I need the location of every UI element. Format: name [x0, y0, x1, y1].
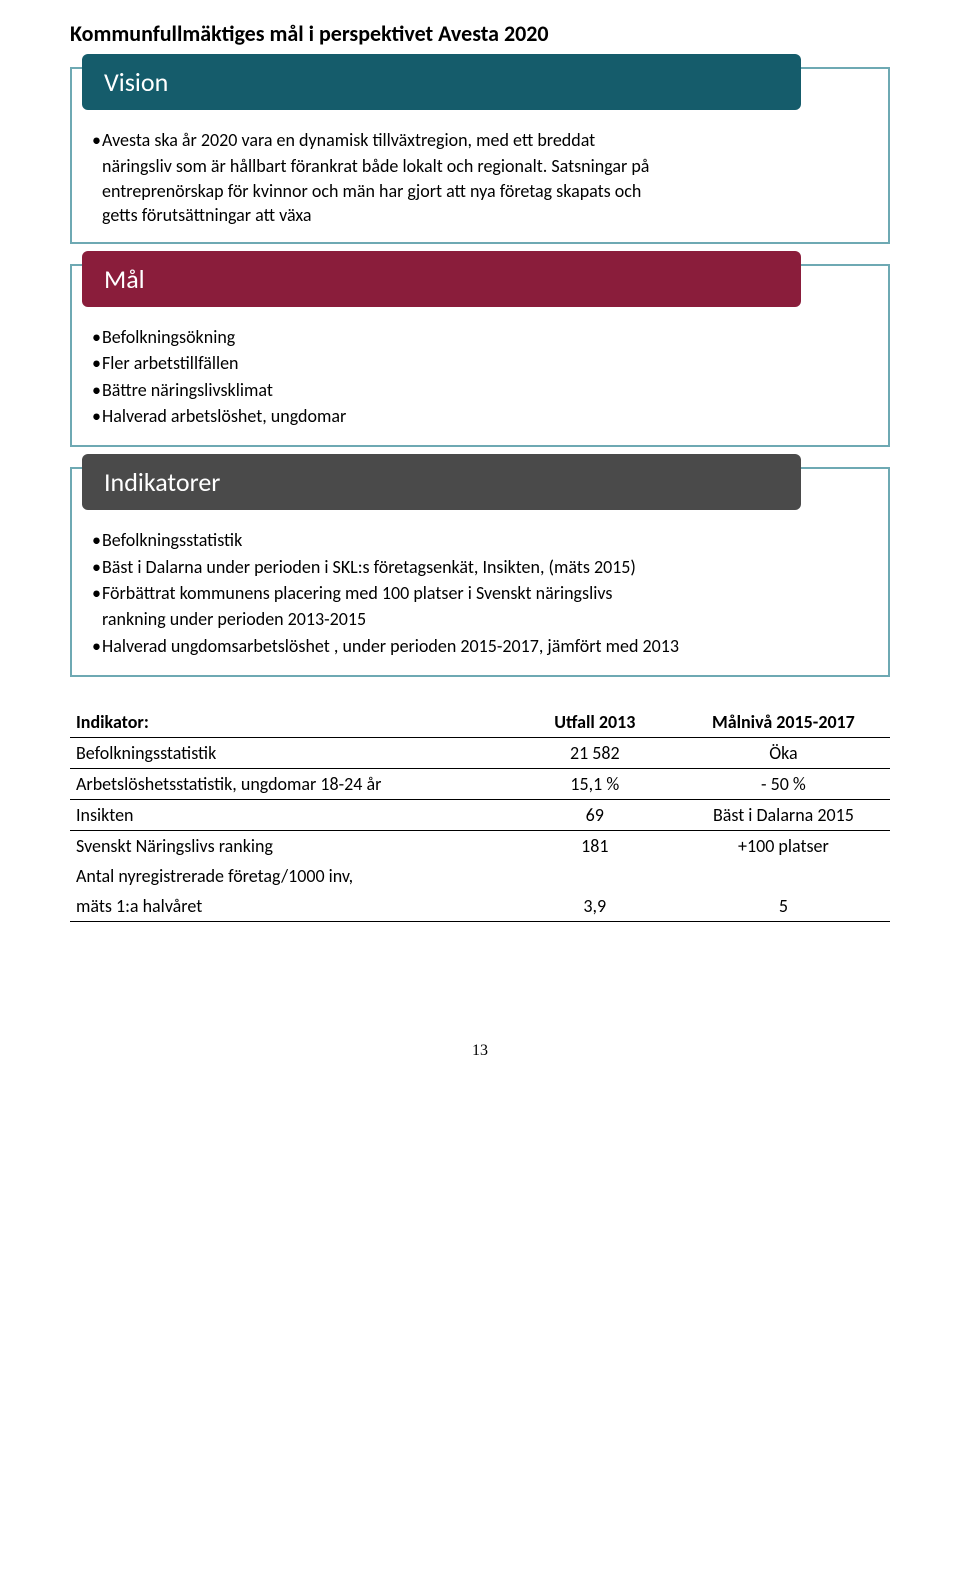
indikator-table: Indikator:Utfall 2013Målnivå 2015-2017 B…: [70, 707, 890, 922]
table-cell: Bäst i Dalarna 2015: [677, 799, 890, 830]
indikatorer-header: Indikatorer: [82, 454, 801, 510]
table-cell: 69: [513, 799, 677, 830]
table-row: Insikten69Bäst i Dalarna 2015: [70, 799, 890, 830]
table-cell: - 50 %: [677, 768, 890, 799]
table-cell: +100 platser: [677, 830, 890, 861]
body-line: Fler arbetstillfällen: [92, 351, 873, 375]
table-row: Svenskt Näringslivs ranking181+100 plats…: [70, 830, 890, 861]
vision-header: Vision: [82, 54, 801, 110]
body-line: getts förutsättningar att växa: [92, 203, 873, 227]
table-cell: [513, 861, 677, 891]
table-cell: 181: [513, 830, 677, 861]
page-number: 13: [70, 1042, 890, 1060]
body-line: Bäst i Dalarna under perioden i SKL:s fö…: [92, 555, 873, 579]
mal-header: Mål: [82, 251, 801, 307]
body-line: Förbättrat kommunens placering med 100 p…: [92, 581, 873, 605]
table-cell: mäts 1:a halvåret: [70, 891, 513, 922]
body-line: entreprenörskap för kvinnor och män har …: [92, 179, 873, 203]
table-body: Befolkningsstatistik21 582ÖkaArbetslöshe…: [70, 737, 890, 921]
table-cell: 21 582: [513, 737, 677, 768]
table-header-cell: Indikator:: [70, 707, 513, 738]
table-cell: Befolkningsstatistik: [70, 737, 513, 768]
mal-body: BefolkningsökningFler arbetstillfällen Bä…: [92, 325, 873, 428]
table-header-cell: Målnivå 2015-2017: [677, 707, 890, 738]
table-cell: 3,9: [513, 891, 677, 922]
body-line: Avesta ska år 2020 vara en dynamisk till…: [92, 128, 873, 152]
table-header-cell: Utfall 2013: [513, 707, 677, 738]
indikatorer-section: Indikatorer BefolkningsstatistikBäst i D…: [70, 467, 890, 676]
body-line: Befolkningsstatistik: [92, 528, 873, 552]
body-line: Befolkningsökning: [92, 325, 873, 349]
table-row: mäts 1:a halvåret3,95: [70, 891, 890, 922]
vision-body: Avesta ska år 2020 vara en dynamisk till…: [92, 128, 873, 227]
page-title: Kommunfullmäktiges mål i perspektivet Av…: [70, 20, 890, 47]
table-cell: [677, 861, 890, 891]
vision-section: Vision Avesta ska år 2020 vara en dynami…: [70, 67, 890, 244]
table-cell: 15,1 %: [513, 768, 677, 799]
table-cell: Insikten: [70, 799, 513, 830]
table-row: Arbetslöshetsstatistik, ungdomar 18-24 å…: [70, 768, 890, 799]
table-cell: Antal nyregistrerade företag/1000 inv,: [70, 861, 513, 891]
table-header-row: Indikator:Utfall 2013Målnivå 2015-2017: [70, 707, 890, 738]
table-cell: Svenskt Näringslivs ranking: [70, 830, 513, 861]
body-line: Halverad arbetslöshet, ungdomar: [92, 404, 873, 428]
body-line: rankning under perioden 2013-2015: [92, 607, 873, 631]
table-cell: 5: [677, 891, 890, 922]
table-row: Befolkningsstatistik21 582Öka: [70, 737, 890, 768]
mal-section: Mål BefolkningsökningFler arbetstillfäll…: [70, 264, 890, 447]
body-line: näringsliv som är hållbart förankrat båd…: [92, 154, 873, 178]
body-line: Halverad ungdomsarbetslöshet , under per…: [92, 634, 873, 658]
table-cell: Arbetslöshetsstatistik, ungdomar 18-24 å…: [70, 768, 513, 799]
table-cell: Öka: [677, 737, 890, 768]
indikatorer-body: Befolkningsstatistik Bäst i Dalarna under…: [92, 528, 873, 657]
body-line: Bättre näringslivsklimat: [92, 378, 873, 402]
table-row: Antal nyregistrerade företag/1000 inv,: [70, 861, 890, 891]
